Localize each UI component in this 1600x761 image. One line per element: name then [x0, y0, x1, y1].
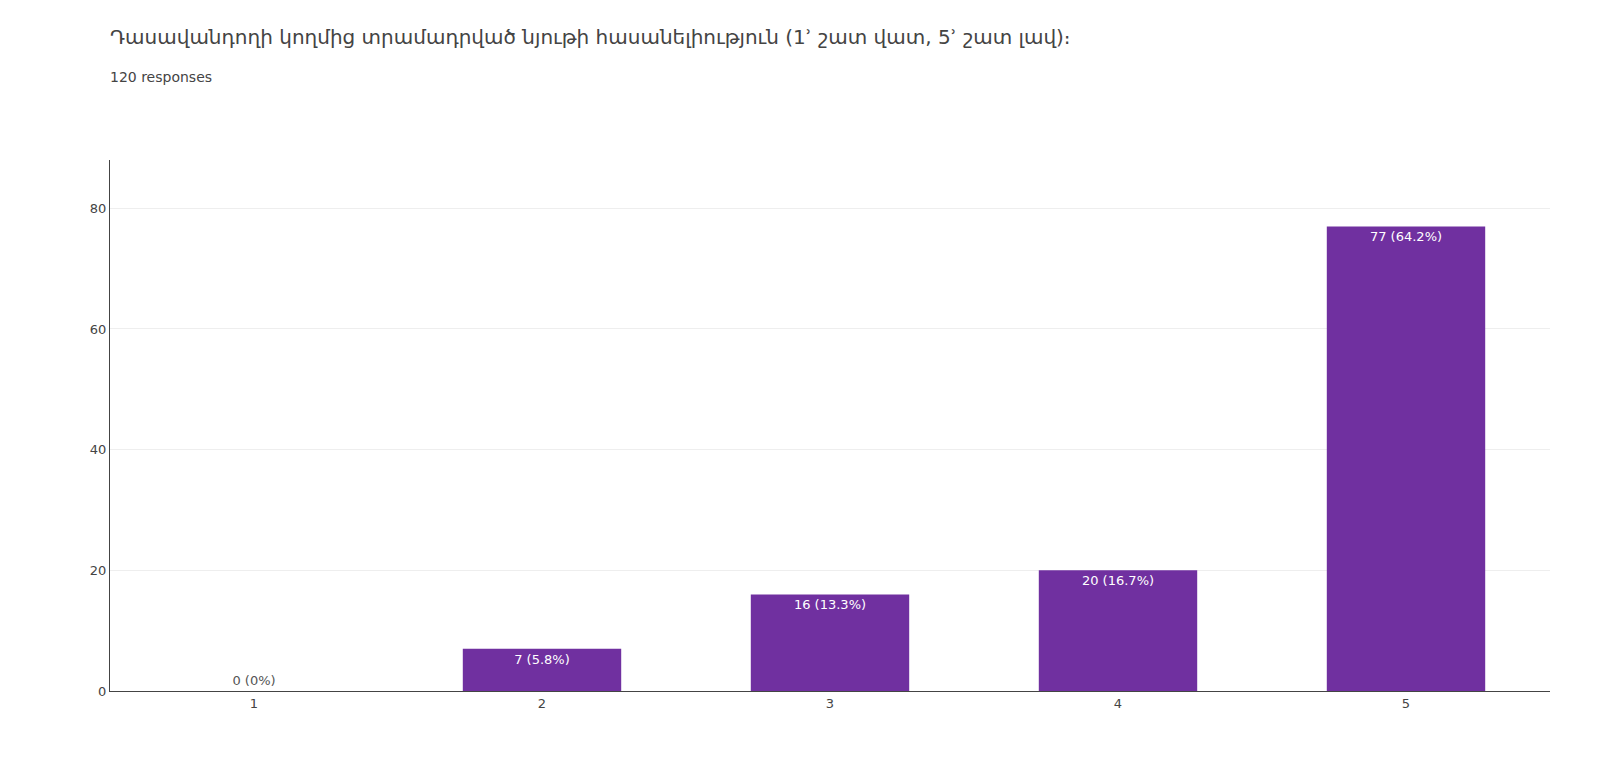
svg-text:0 (0%): 0 (0%)	[232, 673, 275, 688]
svg-text:1: 1	[250, 696, 258, 711]
svg-text:Դասավանդողի կողմից տրամադրված: Դասավանդողի կողմից տրամադրված նյութի հաս…	[110, 25, 1071, 49]
svg-text:20: 20	[90, 563, 107, 578]
svg-text:4: 4	[1114, 696, 1122, 711]
svg-text:2: 2	[538, 696, 546, 711]
svg-text:0: 0	[98, 684, 106, 699]
svg-text:7 (5.8%): 7 (5.8%)	[514, 652, 570, 667]
svg-text:77 (64.2%): 77 (64.2%)	[1370, 229, 1442, 244]
svg-text:5: 5	[1402, 696, 1410, 711]
svg-text:16 (13.3%): 16 (13.3%)	[794, 597, 866, 612]
svg-text:20 (16.7%): 20 (16.7%)	[1082, 573, 1154, 588]
svg-text:40: 40	[90, 442, 107, 457]
svg-text:60: 60	[90, 322, 107, 337]
svg-text:80: 80	[90, 201, 107, 216]
svg-text:120 responses: 120 responses	[110, 69, 212, 85]
svg-text:3: 3	[826, 696, 834, 711]
